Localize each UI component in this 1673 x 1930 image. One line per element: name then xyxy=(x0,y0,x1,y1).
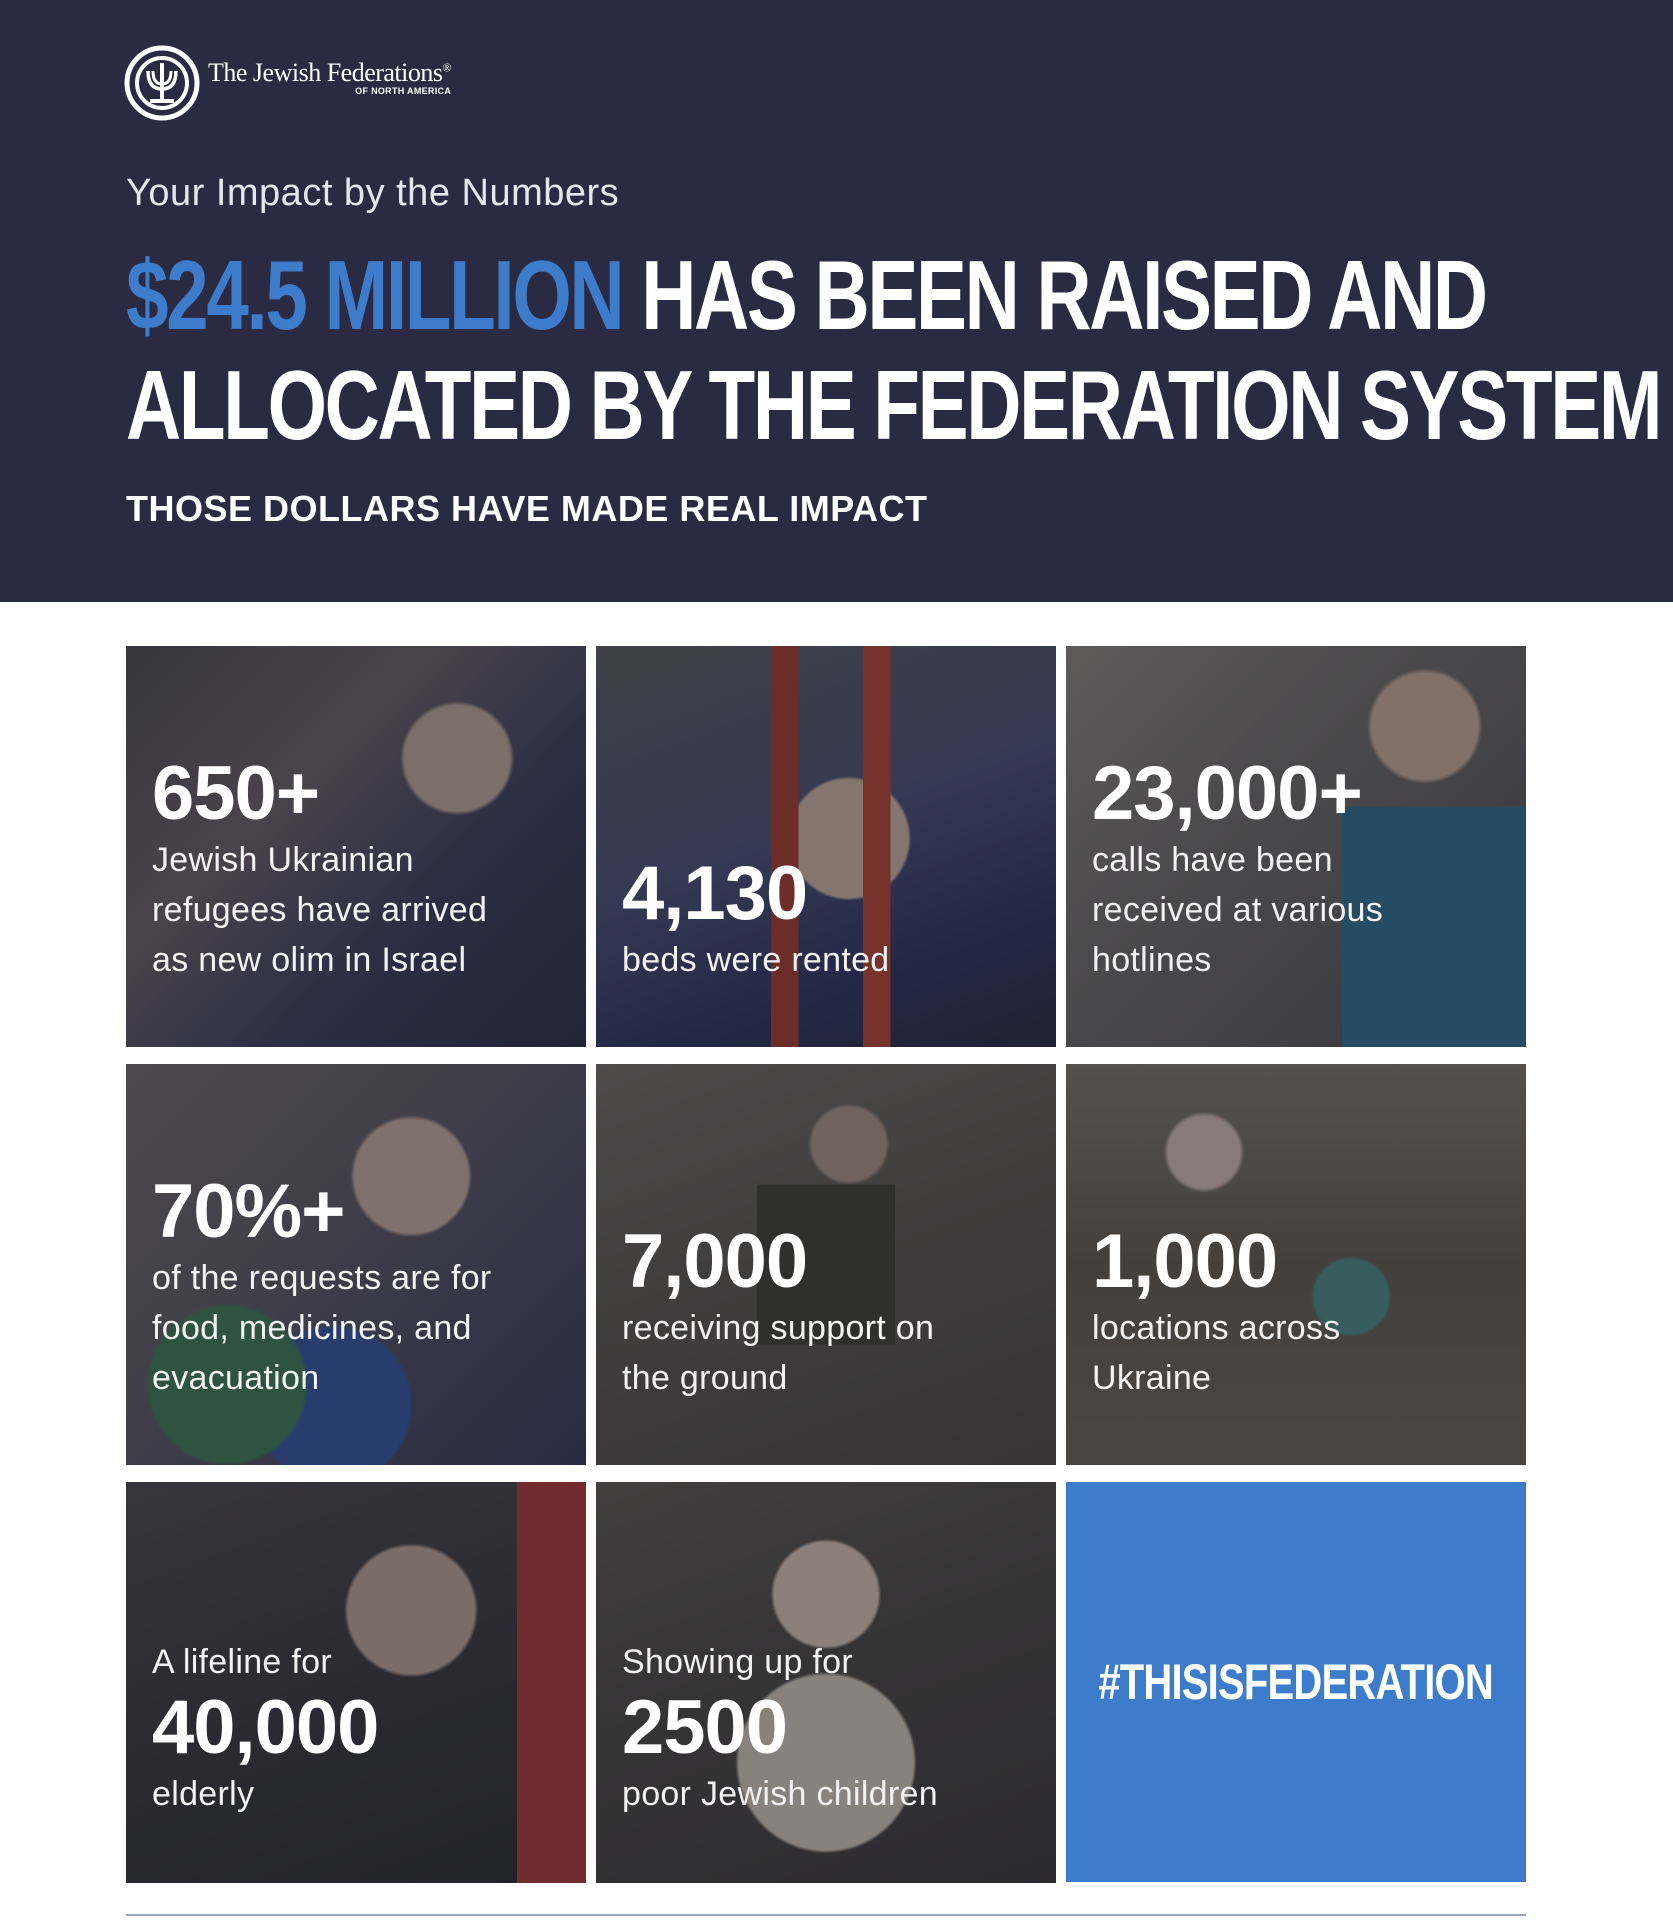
tile-lead: A lifeline for xyxy=(152,1643,332,1681)
tile-stat: 1,000 xyxy=(1092,1219,1278,1304)
tile-photo xyxy=(126,1482,586,1883)
tile-stat: 4,130 xyxy=(622,851,808,936)
tile-stat: 23,000+ xyxy=(1092,751,1363,836)
tile-copy: 4,130 beds were rented xyxy=(622,853,1038,985)
hero-banner: The Jewish Federations® OF NORTH AMERICA… xyxy=(0,0,1673,602)
tile-line: beds were rented xyxy=(622,941,890,979)
impact-tile-locations: 1,000 locations across Ukraine xyxy=(1066,1064,1526,1465)
tile-photo xyxy=(126,646,586,1047)
menorah-circle-icon xyxy=(124,45,200,121)
tile-line: as new olim in Israel xyxy=(152,941,467,979)
headline: $24.5 MILLION HAS BEEN RAISED AND ALLOCAT… xyxy=(126,240,1663,460)
tile-line: poor Jewish children xyxy=(622,1775,938,1813)
tile-line: Jewish Ukrainian xyxy=(152,841,414,879)
tile-copy: 1,000 locations across Ukraine xyxy=(1092,1221,1508,1403)
tile-photo xyxy=(1066,646,1526,1047)
tile-line: locations across xyxy=(1092,1309,1341,1347)
tile-line: elderly xyxy=(152,1775,255,1813)
impact-tile-beds: 4,130 beds were rented xyxy=(596,646,1056,1047)
logo-registered: ® xyxy=(442,60,452,75)
hashtag-tile[interactable]: #THISISFEDERATION xyxy=(1066,1482,1526,1882)
footer-divider xyxy=(126,1914,1526,1916)
tile-copy: 23,000+ calls have been received at vari… xyxy=(1092,753,1508,985)
impact-tile-children: Showing up for 2500 poor Jewish children xyxy=(596,1482,1056,1883)
impact-tile-olim: 650+ Jewish Ukrainian refugees have arri… xyxy=(126,646,586,1047)
tile-line: of the requests are for xyxy=(152,1259,492,1297)
impact-grid: 650+ Jewish Ukrainian refugees have arri… xyxy=(126,646,1526,1883)
tile-stat: 7,000 xyxy=(622,1219,808,1304)
logo-wordmark: The Jewish Federations® OF NORTH AMERICA xyxy=(208,58,452,96)
tile-line: evacuation xyxy=(152,1359,320,1397)
tile-line: calls have been xyxy=(1092,841,1333,879)
logo-name: The Jewish Federations xyxy=(208,58,443,87)
tile-line: Ukraine xyxy=(1092,1359,1212,1397)
headline-line1-rest: HAS BEEN RAISED AND xyxy=(622,240,1488,350)
tile-stat: 2500 xyxy=(622,1685,788,1770)
tile-line: the ground xyxy=(622,1359,788,1397)
hashtag-text: #THISISFEDERATION xyxy=(1098,1654,1494,1710)
tile-copy: A lifeline for 40,000 elderly xyxy=(152,1637,568,1819)
tile-line: received at various xyxy=(1092,891,1384,929)
subhead: THOSE DOLLARS HAVE MADE REAL IMPACT xyxy=(126,488,928,529)
tile-stat: 70%+ xyxy=(152,1169,346,1254)
tile-lead: Showing up for xyxy=(622,1643,854,1681)
impact-tile-requests: 70%+ of the requests are for food, medic… xyxy=(126,1064,586,1465)
tile-copy: 70%+ of the requests are for food, medic… xyxy=(152,1171,568,1403)
tile-photo xyxy=(126,1064,586,1465)
logo-subtitle: OF NORTH AMERICA xyxy=(355,86,452,96)
tile-stat: 40,000 xyxy=(152,1685,379,1770)
tile-line: hotlines xyxy=(1092,941,1212,979)
tile-line: refugees have arrived xyxy=(152,891,488,929)
headline-amount: $24.5 MILLION xyxy=(126,240,625,350)
impact-tile-hotlines: 23,000+ calls have been received at vari… xyxy=(1066,646,1526,1047)
headline-line2: ALLOCATED BY THE FEDERATION SYSTEM xyxy=(126,350,1663,460)
tile-photo xyxy=(596,1482,1056,1883)
impact-tile-support: 7,000 receiving support on the ground xyxy=(596,1064,1056,1465)
tile-photo xyxy=(596,646,1056,1047)
tile-photo xyxy=(1066,1064,1526,1465)
kicker-text: Your Impact by the Numbers xyxy=(126,172,620,214)
tile-copy: Showing up for 2500 poor Jewish children xyxy=(622,1637,1038,1819)
tile-line: food, medicines, and xyxy=(152,1309,472,1347)
tile-line: receiving support on xyxy=(622,1309,935,1347)
tile-photo xyxy=(596,1064,1056,1465)
federations-logo[interactable]: The Jewish Federations® OF NORTH AMERICA xyxy=(124,44,452,122)
tile-copy: 7,000 receiving support on the ground xyxy=(622,1221,1038,1403)
tile-copy: 650+ Jewish Ukrainian refugees have arri… xyxy=(152,753,568,985)
tile-stat: 650+ xyxy=(152,751,320,836)
impact-tile-elderly: A lifeline for 40,000 elderly xyxy=(126,1482,586,1883)
